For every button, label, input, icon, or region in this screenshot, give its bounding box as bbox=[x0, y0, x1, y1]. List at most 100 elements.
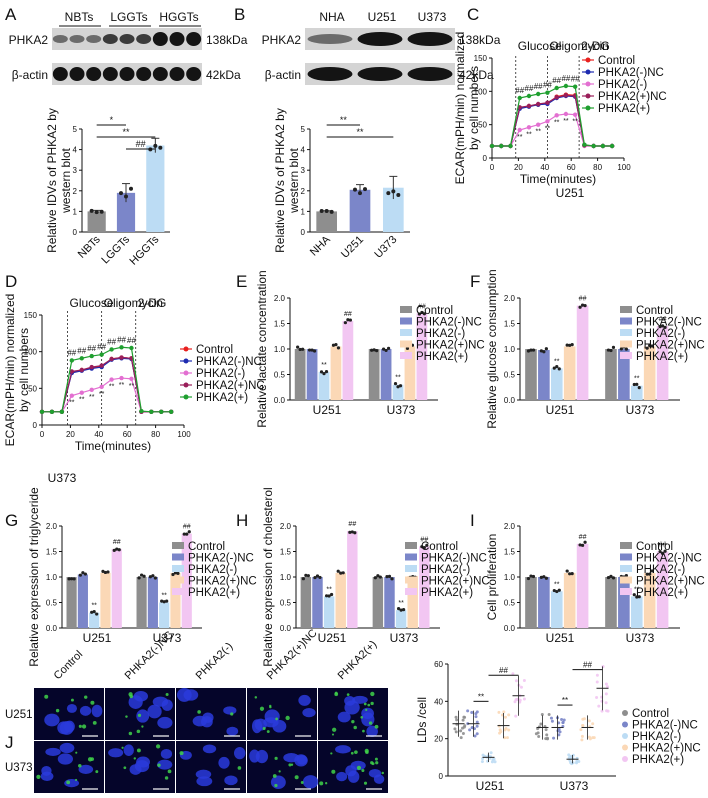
data-point bbox=[78, 573, 82, 577]
x-tick-label: 20 bbox=[66, 430, 75, 439]
bar bbox=[316, 211, 337, 232]
sig-mark: ** bbox=[554, 581, 560, 588]
panel-a-y-tick-label: 4 bbox=[73, 146, 78, 155]
panel-a-y-tick-label: 3 bbox=[73, 166, 78, 175]
data-point bbox=[544, 728, 548, 732]
bar bbox=[330, 346, 342, 400]
y-axis-label: Relative IDVs of PHKA2 by bbox=[45, 108, 59, 253]
data-point bbox=[151, 574, 155, 578]
data-point bbox=[606, 709, 610, 713]
series-point bbox=[600, 143, 606, 149]
lipid-droplet bbox=[197, 710, 201, 714]
sig-mark: ## bbox=[107, 337, 116, 346]
nucleus bbox=[352, 695, 368, 704]
blot-band bbox=[119, 34, 135, 44]
data-point bbox=[475, 732, 479, 736]
sig-mark: ## bbox=[97, 343, 106, 352]
panel-j-y-tick-label: 0 bbox=[439, 772, 444, 781]
data-point bbox=[454, 730, 458, 734]
data-point bbox=[185, 532, 189, 536]
data-point bbox=[119, 191, 123, 196]
data-point bbox=[301, 347, 305, 351]
lipid-droplet bbox=[81, 724, 87, 729]
lipid-droplet bbox=[346, 693, 350, 696]
panel-h-y-tick-label: 0.0 bbox=[280, 624, 292, 633]
bar bbox=[576, 305, 589, 400]
sig-mark: ## bbox=[552, 76, 561, 85]
sig-mark: ** bbox=[119, 382, 125, 389]
data-point bbox=[391, 189, 396, 194]
lipid-droplet bbox=[362, 729, 365, 733]
series-line bbox=[42, 357, 172, 413]
bar bbox=[372, 577, 384, 628]
data-point bbox=[296, 345, 300, 349]
panel-f-y-tick-label: 2.0 bbox=[504, 294, 516, 303]
lipid-droplet bbox=[285, 715, 290, 721]
data-point bbox=[470, 711, 474, 715]
lipid-droplet bbox=[275, 717, 279, 721]
sig-mark: ** bbox=[161, 593, 167, 600]
legend-label: PHKA2(+)NC bbox=[188, 576, 257, 588]
data-point bbox=[552, 736, 556, 740]
bar bbox=[347, 531, 358, 628]
panel-d-y-tick-label: 100 bbox=[24, 348, 38, 357]
panel-b-y-tick-label: 0 bbox=[301, 228, 306, 237]
injection-label: Oligomycin bbox=[549, 39, 608, 53]
x-tick-label: 40 bbox=[94, 430, 103, 439]
data-point bbox=[570, 343, 574, 347]
data-point bbox=[399, 608, 403, 612]
legend-swatch bbox=[400, 352, 412, 359]
bar bbox=[618, 349, 630, 400]
bar bbox=[395, 610, 407, 628]
x-tick-label: U251 bbox=[313, 403, 342, 417]
data-point bbox=[660, 551, 665, 555]
data-point bbox=[420, 310, 424, 315]
lipid-droplet bbox=[237, 766, 242, 770]
data-point bbox=[142, 574, 146, 578]
data-point bbox=[574, 761, 578, 765]
x-tick-label: 60 bbox=[123, 430, 132, 439]
data-point bbox=[580, 738, 584, 742]
x-tick-label: U373 bbox=[390, 631, 419, 645]
legend-swatch bbox=[405, 576, 417, 584]
blot-band bbox=[86, 35, 102, 43]
panel-e-y-tick-label: 0.5 bbox=[274, 371, 286, 380]
lipid-droplet bbox=[288, 763, 292, 767]
bar bbox=[349, 189, 371, 232]
data-point bbox=[313, 575, 317, 580]
panel-caption: U373 bbox=[48, 471, 77, 485]
sig-mark: ** bbox=[398, 600, 404, 607]
legend-label: PHKA2(-) bbox=[196, 368, 245, 380]
lipid-droplet bbox=[164, 776, 169, 780]
blot-kda-label: 138kDa bbox=[206, 33, 248, 47]
sig-mark: ## bbox=[571, 75, 580, 84]
data-point bbox=[568, 572, 572, 576]
legend-swatch bbox=[620, 553, 632, 561]
legend-label: PHKA2(+)NC bbox=[598, 91, 667, 103]
x-tick-label: NHA bbox=[308, 233, 333, 258]
lipid-droplet bbox=[259, 706, 265, 711]
nucleus bbox=[196, 776, 213, 787]
nucleus bbox=[336, 771, 348, 782]
series-point bbox=[517, 127, 522, 133]
data-point bbox=[505, 736, 509, 740]
legend-swatch bbox=[400, 317, 412, 325]
nucleus bbox=[224, 775, 238, 786]
bar bbox=[550, 591, 563, 628]
nucleus bbox=[234, 746, 246, 760]
data-point bbox=[310, 348, 314, 352]
y-axis-label: Relative expression of cholesterol bbox=[261, 487, 275, 666]
legend-label: PHKA2(-) bbox=[421, 564, 470, 576]
data-point bbox=[570, 572, 574, 576]
legend-marker bbox=[585, 105, 591, 111]
series-point bbox=[129, 376, 134, 381]
lipid-droplet bbox=[137, 713, 142, 718]
data-point bbox=[658, 325, 662, 329]
sig-mark: ** bbox=[129, 383, 135, 390]
lipid-droplet bbox=[269, 705, 272, 709]
bar bbox=[392, 384, 404, 400]
data-point bbox=[461, 731, 465, 735]
data-point bbox=[601, 665, 605, 669]
data-point bbox=[552, 588, 556, 593]
y-axis-label: Relative expression of triglyceride bbox=[27, 487, 41, 667]
